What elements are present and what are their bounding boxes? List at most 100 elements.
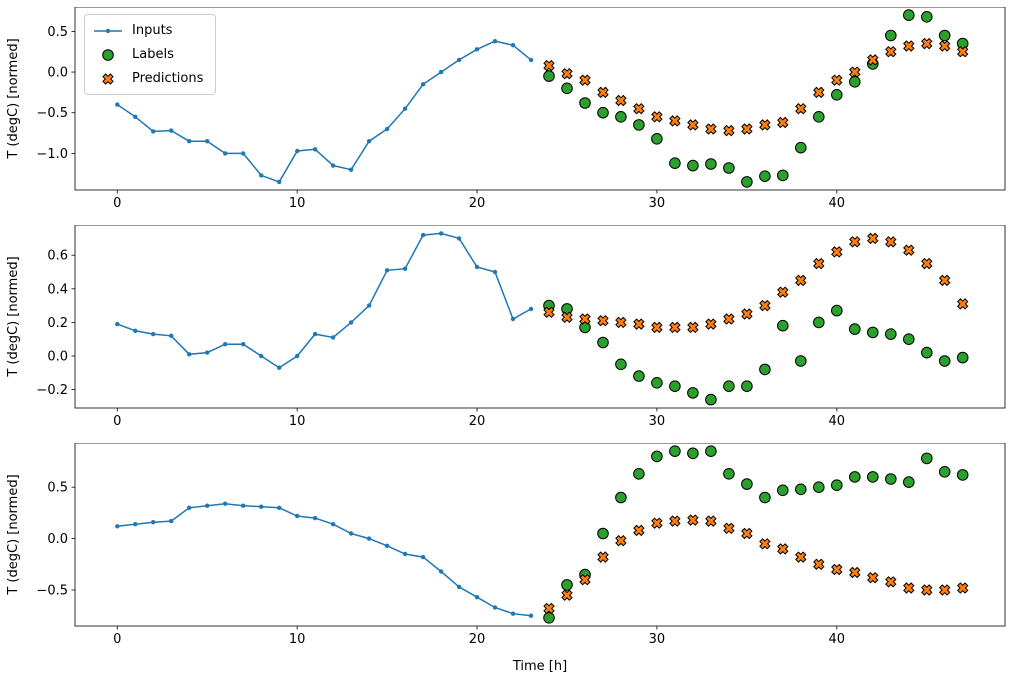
inputs-marker <box>456 584 462 590</box>
legend-label-inputs: Inputs <box>132 23 173 38</box>
y-tick-label: −0.5 <box>36 584 68 599</box>
predictions-marker <box>615 94 627 107</box>
predictions-marker <box>597 86 609 99</box>
x-tick-label: 40 <box>829 414 846 429</box>
predictions-marker <box>759 299 771 312</box>
predictions-marker <box>543 602 555 615</box>
y-tick-label: 0.0 <box>47 66 68 81</box>
predictions-marker <box>938 584 951 596</box>
inputs-marker <box>151 129 156 134</box>
legend-label-labels: Labels <box>132 47 174 62</box>
inputs-marker <box>510 611 516 616</box>
predictions-marker <box>813 86 825 99</box>
labels-marker-sample <box>102 48 114 61</box>
predictions-marker-sample <box>102 72 114 85</box>
x-tick-label: 0 <box>113 196 121 211</box>
labels-marker <box>723 468 735 480</box>
predictions-marker <box>903 244 915 256</box>
inputs-marker <box>348 531 354 536</box>
inputs-marker <box>366 536 372 541</box>
predictions-marker <box>723 522 735 535</box>
labels-marker <box>777 484 789 497</box>
axes-frame <box>74 225 1006 409</box>
predictions-marker <box>831 563 843 576</box>
labels-marker <box>543 612 555 624</box>
predictions-marker <box>579 573 591 586</box>
inputs-marker <box>151 520 156 525</box>
inputs-marker <box>223 501 228 506</box>
labels-marker <box>813 316 825 329</box>
predictions-marker <box>903 40 915 52</box>
predictions-marker <box>615 534 627 547</box>
predictions-marker <box>561 589 573 601</box>
labels-marker <box>651 133 663 145</box>
x-tick-label: 10 <box>289 196 306 211</box>
inputs-marker-sample <box>105 28 111 33</box>
inputs-marker <box>366 139 372 144</box>
x-tick-label: 30 <box>649 632 666 647</box>
inputs-marker <box>151 331 156 337</box>
x-axis-label: Time [h] <box>512 659 567 674</box>
predictions-marker <box>921 584 933 596</box>
labels-marker <box>777 169 789 182</box>
x-tick-label: 0 <box>113 632 121 647</box>
labels-marker <box>759 170 771 182</box>
inputs-marker <box>330 163 336 168</box>
inputs-marker <box>205 350 210 355</box>
predictions-marker <box>741 123 753 135</box>
labels-marker <box>615 358 627 371</box>
x-tick-label: 20 <box>469 632 486 647</box>
predictions-marker <box>669 321 681 334</box>
y-tick-label: 0.5 <box>47 25 68 40</box>
labels-marker <box>795 355 807 367</box>
predictions-marker <box>849 236 861 248</box>
y-tick-label: −1.0 <box>36 147 68 162</box>
labels-marker <box>938 355 951 367</box>
legend-label-predictions: Predictions <box>132 71 204 86</box>
labels-marker <box>723 162 735 174</box>
labels-marker <box>813 111 825 123</box>
labels-marker <box>849 471 861 483</box>
inputs-marker <box>348 167 354 172</box>
labels-marker <box>687 447 699 460</box>
predictions-marker <box>597 314 609 327</box>
predictions-marker <box>885 236 897 248</box>
inputs-marker <box>438 69 444 75</box>
predictions-marker <box>795 274 807 287</box>
predictions-marker <box>867 232 879 245</box>
predictions-marker <box>705 515 717 527</box>
y-tick-label: 0.0 <box>47 349 68 364</box>
inputs-marker <box>438 569 444 574</box>
inputs-marker <box>259 173 264 178</box>
inputs-marker <box>492 269 498 275</box>
predictions-marker <box>849 66 861 78</box>
inputs-marker <box>402 551 408 557</box>
labels-marker <box>849 76 861 88</box>
inputs-marker <box>115 102 120 107</box>
inputs-line <box>117 502 532 617</box>
labels-marker <box>741 176 753 188</box>
inputs-marker <box>295 148 300 154</box>
inputs-line-icon <box>94 28 122 33</box>
labels-marker <box>705 393 717 406</box>
labels-marker <box>956 469 969 481</box>
inputs-marker <box>474 47 480 52</box>
labels-marker <box>705 445 717 457</box>
labels-marker <box>705 158 717 170</box>
inputs-marker <box>259 504 264 509</box>
predictions-marker <box>741 527 753 540</box>
inputs-marker <box>474 264 480 270</box>
inputs-marker <box>187 139 192 144</box>
predictions-marker <box>956 45 969 58</box>
labels-marker <box>579 321 591 334</box>
predictions-marker <box>687 119 699 131</box>
labels-marker <box>759 363 771 376</box>
x-tick-label: 40 <box>829 196 846 211</box>
labels-marker <box>633 468 645 480</box>
predictions-marker <box>723 124 735 137</box>
inputs-marker <box>187 505 192 510</box>
predictions-marker <box>687 321 699 334</box>
y-tick-label: 0.5 <box>47 481 68 496</box>
predictions-marker <box>687 514 699 526</box>
labels-marker <box>903 333 915 345</box>
